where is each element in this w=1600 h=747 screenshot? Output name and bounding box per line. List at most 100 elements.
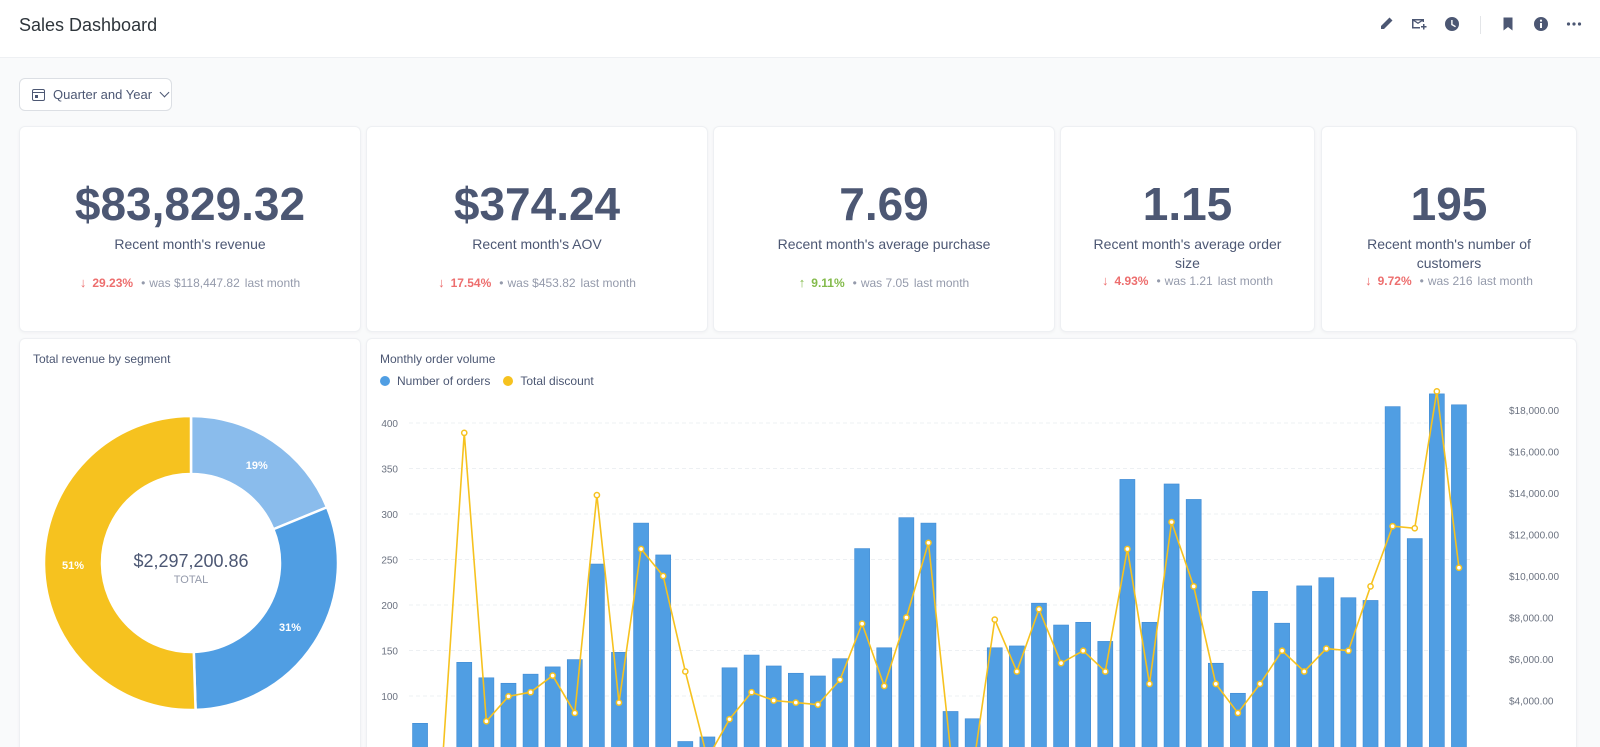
history-icon[interactable] bbox=[1443, 15, 1461, 33]
order-bar[interactable] bbox=[1406, 538, 1423, 747]
quarter-year-filter[interactable]: Quarter and Year bbox=[19, 78, 172, 111]
order-bar[interactable] bbox=[1429, 393, 1445, 747]
discount-point[interactable] bbox=[1455, 564, 1463, 572]
order-bar[interactable] bbox=[832, 658, 848, 747]
discount-point[interactable] bbox=[505, 693, 512, 700]
order-bar[interactable] bbox=[942, 711, 959, 747]
legend-item-total-discount[interactable]: Total discount bbox=[503, 374, 594, 388]
discount-point[interactable] bbox=[571, 709, 579, 717]
order-bar[interactable] bbox=[920, 522, 937, 747]
discount-point[interactable] bbox=[1389, 522, 1396, 530]
order-bar[interactable] bbox=[1031, 602, 1047, 747]
discount-point[interactable] bbox=[1322, 645, 1330, 652]
donut-slice[interactable] bbox=[192, 505, 340, 712]
order-bar[interactable] bbox=[655, 554, 672, 747]
order-bar[interactable] bbox=[1230, 692, 1246, 747]
order-bar[interactable] bbox=[1009, 645, 1025, 747]
order-bar[interactable] bbox=[854, 548, 870, 747]
discount-point[interactable] bbox=[1433, 387, 1441, 395]
order-bar[interactable] bbox=[1340, 597, 1357, 747]
order-bar[interactable] bbox=[810, 675, 826, 747]
order-bar[interactable] bbox=[1451, 404, 1467, 747]
order-bar[interactable] bbox=[1075, 621, 1091, 747]
discount-point[interactable] bbox=[925, 539, 932, 547]
discount-point[interactable] bbox=[991, 616, 999, 623]
order-bar[interactable] bbox=[1207, 662, 1224, 747]
discount-point[interactable] bbox=[1300, 668, 1308, 675]
order-bar[interactable] bbox=[1053, 624, 1069, 747]
subscribe-icon[interactable] bbox=[1410, 15, 1428, 33]
discount-point[interactable] bbox=[1345, 647, 1352, 655]
discount-point[interactable] bbox=[549, 672, 557, 679]
order-bar[interactable] bbox=[1252, 591, 1268, 747]
kpi-card-average-purchase[interactable]: 7.69 Recent month's average purchase ↑ 9… bbox=[713, 126, 1055, 332]
order-bar[interactable] bbox=[986, 647, 1003, 747]
order-bar[interactable] bbox=[876, 647, 893, 747]
order-bar[interactable] bbox=[522, 673, 539, 747]
order-bar[interactable] bbox=[1119, 479, 1136, 747]
order-bar[interactable] bbox=[1097, 641, 1114, 747]
discount-point[interactable] bbox=[1035, 605, 1043, 613]
order-bar[interactable] bbox=[788, 672, 804, 747]
legend-item-number-of-orders[interactable]: Number of orders bbox=[380, 374, 490, 388]
discount-point[interactable] bbox=[748, 688, 755, 696]
order-bar[interactable] bbox=[1384, 406, 1401, 747]
discount-point[interactable] bbox=[1411, 524, 1419, 532]
edit-icon[interactable] bbox=[1377, 15, 1395, 33]
order-bar[interactable] bbox=[721, 667, 738, 747]
discount-point[interactable] bbox=[836, 676, 844, 684]
discount-point[interactable] bbox=[880, 682, 888, 690]
donut-slice[interactable] bbox=[189, 414, 329, 531]
discount-point[interactable] bbox=[814, 701, 822, 708]
revenue-by-segment-card[interactable]: Total revenue by segment 19% 31% 51% $2,29… bbox=[19, 338, 361, 747]
order-bar[interactable] bbox=[898, 517, 915, 747]
bookmark-icon[interactable] bbox=[1499, 15, 1517, 33]
discount-point[interactable] bbox=[1146, 680, 1153, 688]
discount-point[interactable] bbox=[902, 614, 910, 621]
kpi-card-revenue[interactable]: $83,829.32 Recent month's revenue ↓ 29.2… bbox=[19, 126, 361, 332]
discount-point[interactable] bbox=[593, 491, 601, 499]
discount-point[interactable] bbox=[1190, 583, 1198, 590]
order-bar[interactable] bbox=[500, 682, 517, 747]
discount-point[interactable] bbox=[1212, 680, 1220, 688]
discount-point[interactable] bbox=[1234, 709, 1242, 717]
discount-point[interactable] bbox=[858, 620, 866, 628]
order-bar[interactable] bbox=[743, 654, 760, 747]
discount-point[interactable] bbox=[1057, 659, 1065, 667]
discount-point[interactable] bbox=[792, 699, 800, 706]
discount-point[interactable] bbox=[1256, 680, 1264, 688]
order-bar[interactable] bbox=[544, 666, 561, 747]
discount-point[interactable] bbox=[483, 717, 490, 725]
discount-point[interactable] bbox=[460, 429, 468, 437]
discount-point[interactable] bbox=[527, 688, 534, 696]
order-bar[interactable] bbox=[699, 736, 716, 747]
discount-point[interactable] bbox=[1013, 668, 1021, 675]
order-bar[interactable] bbox=[456, 662, 473, 747]
discount-point[interactable] bbox=[681, 668, 689, 675]
discount-point[interactable] bbox=[726, 715, 733, 723]
order-bar[interactable] bbox=[412, 722, 428, 747]
discount-point[interactable] bbox=[1101, 668, 1109, 675]
order-bar[interactable] bbox=[589, 563, 605, 747]
discount-point[interactable] bbox=[1079, 647, 1087, 655]
monthly-order-volume-card[interactable]: Monthly order volume Number of orders To… bbox=[366, 338, 1577, 747]
order-bar[interactable] bbox=[1362, 600, 1379, 747]
discount-point[interactable] bbox=[659, 572, 667, 580]
order-bar[interactable] bbox=[1296, 585, 1313, 747]
discount-point[interactable] bbox=[1124, 545, 1131, 553]
discount-point[interactable] bbox=[637, 545, 645, 553]
order-bar[interactable] bbox=[1185, 499, 1202, 747]
order-bar[interactable] bbox=[1274, 622, 1290, 747]
order-bar[interactable] bbox=[1318, 577, 1335, 747]
discount-point[interactable] bbox=[1278, 647, 1286, 655]
donut-slice[interactable] bbox=[42, 414, 197, 712]
kpi-card-aov[interactable]: $374.24 Recent month's AOV ↓ 17.54% • wa… bbox=[366, 126, 708, 332]
kpi-card-average-order-size[interactable]: 1.15 Recent month's average order size ↓… bbox=[1060, 126, 1315, 332]
discount-point[interactable] bbox=[615, 699, 623, 706]
order-bar[interactable] bbox=[765, 665, 782, 747]
more-icon[interactable] bbox=[1565, 15, 1583, 33]
discount-point[interactable] bbox=[1367, 583, 1374, 590]
discount-point[interactable] bbox=[1168, 518, 1175, 526]
discount-point[interactable] bbox=[770, 697, 778, 704]
kpi-card-number-of-customers[interactable]: 195 Recent month's number of customers ↓… bbox=[1321, 126, 1577, 332]
